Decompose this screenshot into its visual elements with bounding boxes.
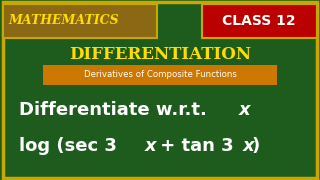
Text: x: x xyxy=(242,137,254,155)
FancyBboxPatch shape xyxy=(43,65,277,85)
Text: x: x xyxy=(145,137,156,155)
Text: MATHEMATICS: MATHEMATICS xyxy=(8,14,119,27)
Text: Derivatives of Composite Functions: Derivatives of Composite Functions xyxy=(84,70,236,79)
Text: Differentiate w.r.t.: Differentiate w.r.t. xyxy=(19,101,211,119)
Text: + tan 3: + tan 3 xyxy=(154,137,234,155)
Text: log (sec 3: log (sec 3 xyxy=(19,137,117,155)
FancyBboxPatch shape xyxy=(202,4,317,38)
Text: x: x xyxy=(238,101,250,119)
Text: ): ) xyxy=(251,137,260,155)
Text: DIFFERENTIATION: DIFFERENTIATION xyxy=(69,46,251,62)
Text: CLASS 12: CLASS 12 xyxy=(222,14,296,28)
FancyBboxPatch shape xyxy=(3,4,157,38)
